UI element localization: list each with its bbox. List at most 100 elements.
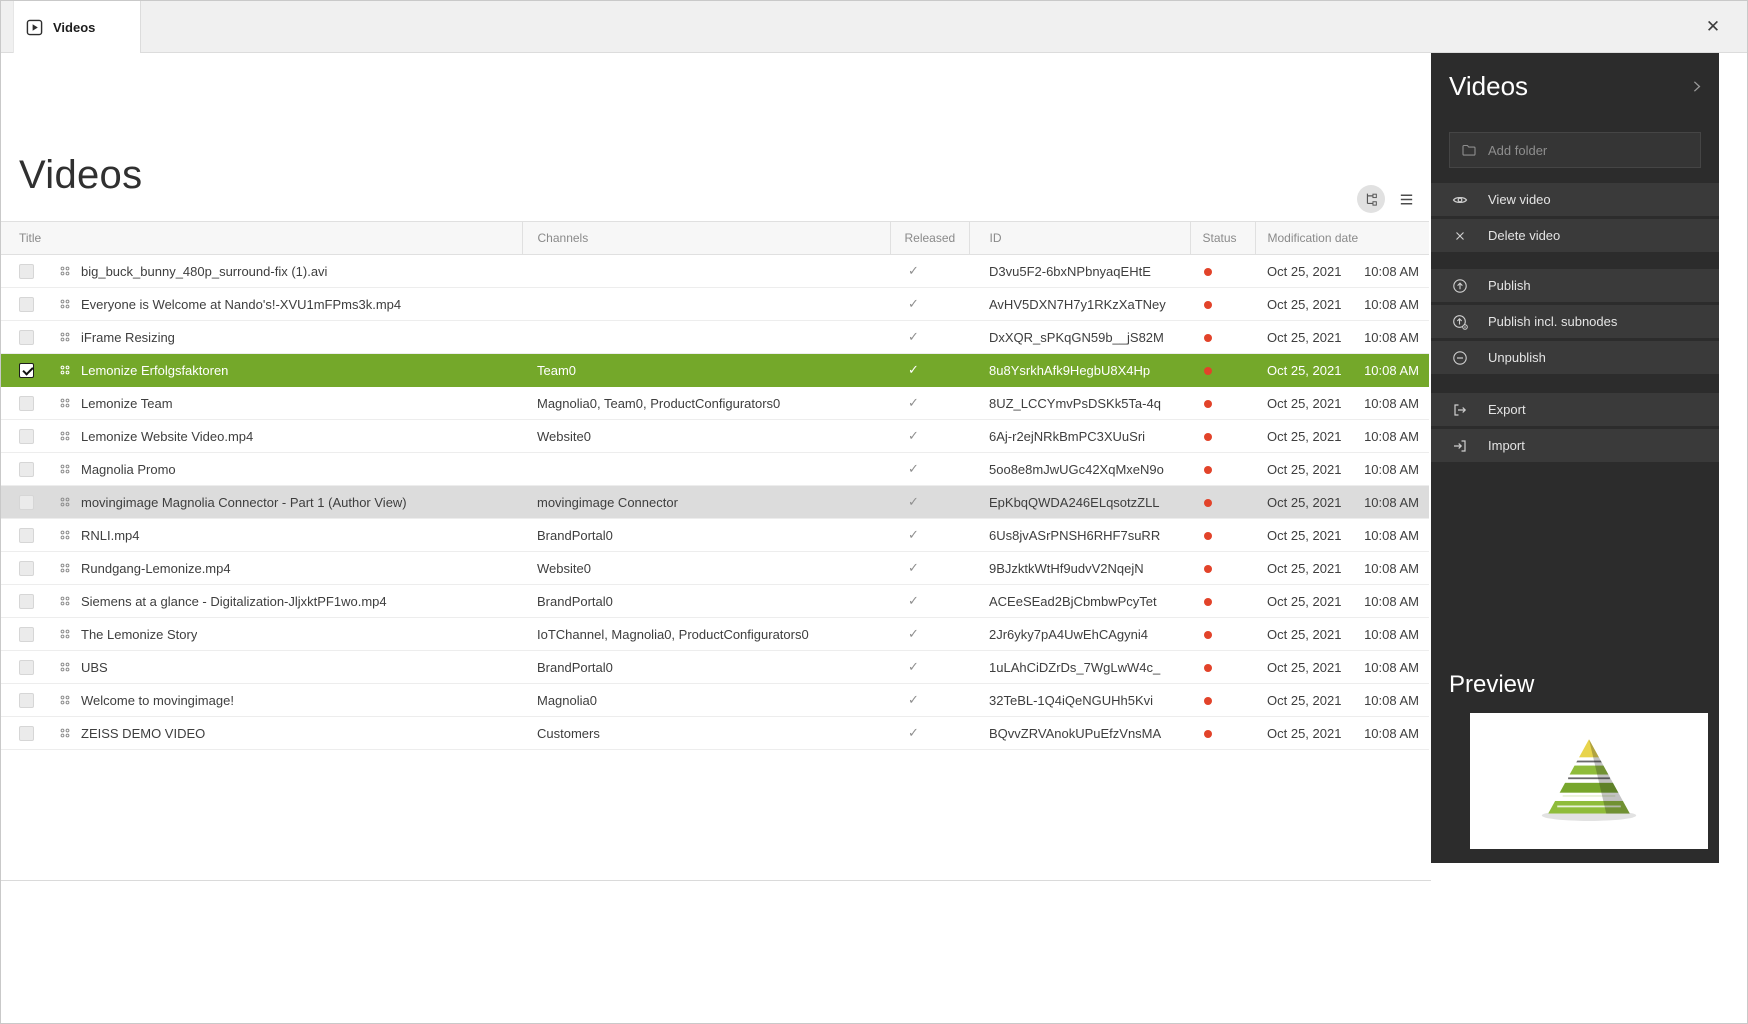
row-checkbox[interactable] (19, 461, 34, 477)
drag-handle-icon[interactable] (59, 496, 71, 508)
row-checkbox[interactable] (19, 329, 34, 345)
status-dot (1204, 465, 1212, 474)
table-row[interactable]: Welcome to movingimage! Magnolia0 ✓ 32Te… (1, 683, 1429, 717)
drag-handle-icon[interactable] (59, 463, 71, 475)
row-date: Oct 25, 2021 (1267, 296, 1342, 312)
drag-handle-icon[interactable] (59, 529, 71, 541)
row-channels: IoTChannel, Magnolia0, ProductConfigurat… (522, 617, 890, 651)
row-checkbox[interactable] (19, 362, 34, 378)
row-title: Siemens at a glance - Digitalization-Jlj… (81, 593, 387, 609)
close-icon: ✕ (1705, 17, 1721, 36)
row-channels: movingimage Connector (522, 485, 890, 519)
row-checkbox[interactable] (19, 527, 34, 543)
drag-handle-icon[interactable] (59, 397, 71, 409)
table-row[interactable]: RNLI.mp4 BrandPortal0 ✓ 6Us8jvASrPNSH6RH… (1, 518, 1429, 552)
column-header-released[interactable]: Released (890, 221, 970, 255)
row-checkbox[interactable] (19, 296, 34, 312)
drag-handle-icon[interactable] (59, 430, 71, 442)
column-header-modification-date[interactable]: Modification date (1255, 221, 1429, 255)
row-channels: Website0 (522, 419, 890, 453)
table-row[interactable]: The Lemonize Story IoTChannel, Magnolia0… (1, 617, 1429, 651)
row-checkbox[interactable] (19, 395, 34, 411)
row-checkbox[interactable] (19, 428, 34, 444)
tree-view-button[interactable] (1357, 185, 1385, 213)
column-header-channels[interactable]: Channels (522, 221, 891, 255)
delete-video-button[interactable]: Delete video (1431, 219, 1719, 252)
row-channels: BrandPortal0 (522, 518, 890, 552)
collapse-sidebar-button[interactable] (1688, 78, 1705, 95)
row-id: 8u8YsrkhAfk9HegbU8X4Hp (969, 353, 1190, 387)
row-title: RNLI.mp4 (81, 527, 140, 543)
table-row[interactable]: Rundgang-Lemonize.mp4 Website0 ✓ 9BJzktk… (1, 551, 1429, 585)
drag-handle-icon[interactable] (59, 694, 71, 706)
drag-handle-icon[interactable] (59, 298, 71, 310)
table-row[interactable]: Magnolia Promo ✓ 5oo8e8mJwUGc42XqMxeN9o … (1, 452, 1429, 486)
action-sidebar: Videos Add folder View video (1431, 53, 1719, 863)
drag-handle-icon[interactable] (59, 595, 71, 607)
row-id: 6Us8jvASrPNSH6RHF7suRR (969, 518, 1190, 552)
tab-label: Videos (53, 19, 96, 35)
status-dot (1204, 333, 1212, 342)
export-button[interactable]: Export (1431, 393, 1719, 426)
table-row[interactable]: Lemonize Website Video.mp4 Website0 ✓ 6A… (1, 419, 1429, 453)
row-checkbox[interactable] (19, 725, 34, 741)
tab-videos[interactable]: Videos (13, 1, 141, 53)
row-id: 32TeBL-1Q4iQeNGUHh5Kvi (969, 683, 1190, 717)
row-channels: BrandPortal0 (522, 650, 890, 684)
drag-handle-icon[interactable] (59, 562, 71, 574)
action-label: Delete video (1488, 228, 1561, 243)
table-row[interactable]: Siemens at a glance - Digitalization-Jlj… (1, 584, 1429, 618)
row-id: 8UZ_LCCYmvPsDSKk5Ta-4q (969, 386, 1190, 420)
row-id: 5oo8e8mJwUGc42XqMxeN9o (969, 452, 1190, 486)
row-checkbox[interactable] (19, 659, 34, 675)
import-button[interactable]: Import (1431, 429, 1719, 462)
add-folder-input[interactable]: Add folder (1449, 132, 1701, 168)
row-id: D3vu5F2-6bxNPbnyaqEHtE (969, 254, 1190, 288)
column-header-id[interactable]: ID (969, 221, 1191, 255)
row-checkbox[interactable] (19, 560, 34, 576)
drag-handle-icon[interactable] (59, 727, 71, 739)
row-date: Oct 25, 2021 (1267, 461, 1342, 477)
row-date: Oct 25, 2021 (1267, 494, 1342, 510)
publish-icon (1451, 278, 1468, 294)
publish-button[interactable]: Publish (1431, 269, 1719, 302)
row-id: AvHV5DXN7H7y1RKzXaTNey (969, 287, 1190, 321)
drag-handle-icon[interactable] (59, 265, 71, 277)
row-title: big_buck_bunny_480p_surround-fix (1).avi (81, 263, 328, 279)
table-row[interactable]: Lemonize Erfolgsfaktoren Team0 ✓ 8u8Ysrk… (1, 353, 1429, 387)
status-dot (1204, 531, 1212, 540)
drag-handle-icon[interactable] (59, 628, 71, 640)
row-title: Magnolia Promo (81, 461, 176, 477)
column-header-title[interactable]: Title (1, 221, 523, 255)
import-icon (1451, 438, 1468, 454)
publish-incl-subnodes-button[interactable]: Publish incl. subnodes (1431, 305, 1719, 338)
table-row[interactable]: movingimage Magnolia Connector - Part 1 … (1, 485, 1429, 519)
close-button[interactable]: ✕ (1699, 13, 1727, 41)
column-header-status[interactable]: Status (1190, 221, 1256, 255)
table-row[interactable]: iFrame Resizing ✓ DxXQR_sPKqGN59b__jS82M… (1, 320, 1429, 354)
pyramid-thumbnail (1530, 735, 1648, 827)
row-checkbox[interactable] (19, 494, 34, 510)
table-row[interactable]: UBS BrandPortal0 ✓ 1uLAhCiDZrDs_7WgLwW4c… (1, 650, 1429, 684)
row-checkbox[interactable] (19, 626, 34, 642)
row-time: 10:08 AM (1364, 725, 1419, 741)
row-checkbox[interactable] (19, 692, 34, 708)
row-checkbox[interactable] (19, 263, 34, 279)
table-row[interactable]: Everyone is Welcome at Nando's!-XVU1mFPm… (1, 287, 1429, 321)
row-checkbox[interactable] (19, 593, 34, 609)
chevron-right-icon (1688, 78, 1705, 95)
table-row[interactable]: ZEISS DEMO VIDEO Customers ✓ BQvvZRVAnok… (1, 716, 1429, 750)
row-time: 10:08 AM (1364, 428, 1419, 444)
drag-handle-icon[interactable] (59, 364, 71, 376)
view-video-button[interactable]: View video (1431, 183, 1719, 216)
list-view-button[interactable] (1392, 185, 1420, 213)
released-check-icon: ✓ (908, 527, 919, 542)
drag-handle-icon[interactable] (59, 661, 71, 673)
row-time: 10:08 AM (1364, 395, 1419, 411)
table-row[interactable]: big_buck_bunny_480p_surround-fix (1).avi… (1, 254, 1429, 288)
released-check-icon: ✓ (908, 395, 919, 410)
drag-handle-icon[interactable] (59, 331, 71, 343)
unpublish-button[interactable]: Unpublish (1431, 341, 1719, 374)
table-row[interactable]: Lemonize Team Magnolia0, Team0, ProductC… (1, 386, 1429, 420)
row-channels: BrandPortal0 (522, 584, 890, 618)
